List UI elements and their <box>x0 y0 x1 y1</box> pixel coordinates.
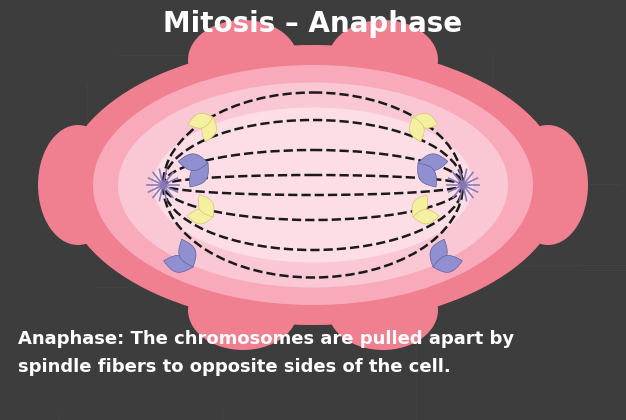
Polygon shape <box>430 239 447 267</box>
Ellipse shape <box>118 82 508 288</box>
Polygon shape <box>178 154 208 171</box>
Ellipse shape <box>153 108 473 262</box>
Polygon shape <box>202 117 217 142</box>
Polygon shape <box>187 209 213 224</box>
Polygon shape <box>179 239 196 267</box>
Polygon shape <box>190 163 208 187</box>
Polygon shape <box>433 255 463 272</box>
Polygon shape <box>418 154 448 171</box>
Ellipse shape <box>508 125 588 245</box>
Ellipse shape <box>328 270 438 350</box>
Ellipse shape <box>188 20 298 100</box>
Ellipse shape <box>38 125 118 245</box>
Text: Mitosis – Anaphase: Mitosis – Anaphase <box>163 10 463 38</box>
Polygon shape <box>198 195 214 217</box>
Ellipse shape <box>188 270 298 350</box>
Ellipse shape <box>328 20 438 100</box>
Polygon shape <box>163 255 193 272</box>
Polygon shape <box>418 163 436 187</box>
Text: Anaphase: The chromosomes are pulled apart by: Anaphase: The chromosomes are pulled apa… <box>18 330 514 348</box>
Polygon shape <box>409 117 424 142</box>
Polygon shape <box>188 113 213 128</box>
Ellipse shape <box>93 65 533 305</box>
Polygon shape <box>413 209 439 224</box>
Text: spindle fibers to opposite sides of the cell.: spindle fibers to opposite sides of the … <box>18 358 451 376</box>
Ellipse shape <box>63 45 563 325</box>
Polygon shape <box>413 113 438 128</box>
Polygon shape <box>412 195 428 217</box>
